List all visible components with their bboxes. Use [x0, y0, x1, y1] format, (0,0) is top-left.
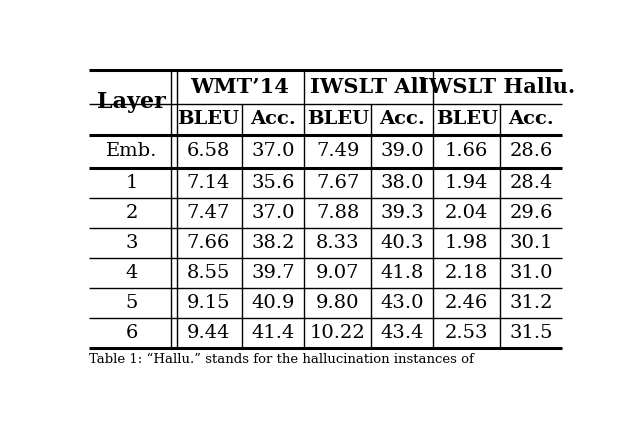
Text: 28.6: 28.6	[510, 142, 553, 160]
Text: 4: 4	[125, 264, 138, 282]
Text: BLEU: BLEU	[307, 110, 369, 128]
Text: 6.58: 6.58	[187, 142, 230, 160]
Text: IWSLT All: IWSLT All	[310, 77, 427, 97]
Text: Acc.: Acc.	[508, 110, 554, 128]
Text: 2: 2	[125, 204, 138, 222]
Text: 40.9: 40.9	[251, 293, 295, 312]
Text: 37.0: 37.0	[251, 142, 295, 160]
Text: 7.49: 7.49	[316, 142, 359, 160]
Text: 10.22: 10.22	[310, 323, 365, 341]
Text: 2.46: 2.46	[445, 293, 488, 312]
Text: 43.0: 43.0	[381, 293, 424, 312]
Text: 8.33: 8.33	[316, 234, 360, 252]
Text: 31.0: 31.0	[510, 264, 553, 282]
Text: 31.2: 31.2	[510, 293, 553, 312]
Text: 1.94: 1.94	[445, 173, 488, 191]
Text: 39.0: 39.0	[381, 142, 424, 160]
Text: WMT’14: WMT’14	[190, 77, 289, 97]
Text: Layer: Layer	[97, 92, 166, 114]
Text: 40.3: 40.3	[381, 234, 424, 252]
Text: 38.2: 38.2	[251, 234, 295, 252]
Text: 7.66: 7.66	[187, 234, 230, 252]
Text: 39.3: 39.3	[381, 204, 424, 222]
Text: 5: 5	[125, 293, 138, 312]
Text: 30.1: 30.1	[510, 234, 553, 252]
Text: 3: 3	[125, 234, 138, 252]
Text: 2.04: 2.04	[445, 204, 488, 222]
Text: 6: 6	[125, 323, 138, 341]
Text: 9.07: 9.07	[316, 264, 359, 282]
Text: 39.7: 39.7	[251, 264, 295, 282]
Text: BLEU: BLEU	[178, 110, 239, 128]
Text: Emb.: Emb.	[106, 142, 158, 160]
Text: 7.67: 7.67	[316, 173, 359, 191]
Text: 7.14: 7.14	[187, 173, 230, 191]
Text: Table 1: “Hallu.” stands for the hallucination instances of: Table 1: “Hallu.” stands for the halluci…	[88, 352, 473, 366]
Text: Acc.: Acc.	[379, 110, 425, 128]
Text: 9.80: 9.80	[316, 293, 359, 312]
Text: 8.55: 8.55	[187, 264, 230, 282]
Text: 31.5: 31.5	[510, 323, 553, 341]
Text: 35.6: 35.6	[251, 173, 295, 191]
Text: 7.88: 7.88	[316, 204, 359, 222]
Text: 1: 1	[125, 173, 138, 191]
Text: 9.15: 9.15	[187, 293, 231, 312]
Text: 29.6: 29.6	[510, 204, 553, 222]
Text: 41.4: 41.4	[251, 323, 295, 341]
Text: Acc.: Acc.	[250, 110, 296, 128]
Text: 1.98: 1.98	[445, 234, 488, 252]
Text: 2.18: 2.18	[445, 264, 488, 282]
Text: 1.66: 1.66	[445, 142, 488, 160]
Text: 9.44: 9.44	[187, 323, 231, 341]
Text: BLEU: BLEU	[436, 110, 498, 128]
Text: 28.4: 28.4	[510, 173, 553, 191]
Text: 2.53: 2.53	[445, 323, 488, 341]
Text: IWSLT Hallu.: IWSLT Hallu.	[420, 77, 576, 97]
Text: 41.8: 41.8	[381, 264, 424, 282]
Text: 7.47: 7.47	[187, 204, 230, 222]
Text: 38.0: 38.0	[381, 173, 424, 191]
Text: 37.0: 37.0	[251, 204, 295, 222]
Text: 43.4: 43.4	[381, 323, 424, 341]
